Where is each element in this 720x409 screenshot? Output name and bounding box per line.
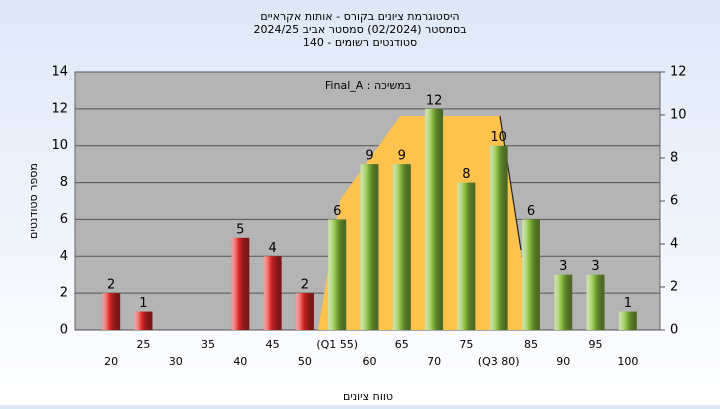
y-tick-label: 2 [60, 286, 68, 301]
x-tick-label: (Q1 55) [316, 338, 358, 351]
data-label: 5 [236, 222, 244, 237]
y-axis-label: מספר סטודנטים [27, 163, 40, 239]
quartile-edge [499, 115, 522, 251]
x-tick-label: 20 [104, 355, 118, 368]
x-tick-label: 60 [363, 355, 377, 368]
y2-tick-label: 6 [670, 194, 678, 209]
data-label: 9 [398, 149, 406, 164]
y-tick-label: 0 [60, 323, 68, 338]
data-label: 12 [426, 93, 443, 108]
bar-shade [231, 237, 250, 330]
y2-tick-label: 2 [670, 280, 678, 295]
y2-tick-label: 10 [670, 108, 687, 123]
data-label: 6 [527, 204, 535, 219]
x-tick-label: 85 [524, 338, 538, 351]
bar-shade [425, 108, 444, 330]
x-tick-label: 65 [395, 338, 409, 351]
y-tick-label: 12 [51, 101, 68, 116]
bar-shade [360, 164, 379, 330]
title-line: בסמסטר (02/2024) סמסטר אביב 2024/25 [253, 23, 466, 36]
bar-shade [489, 145, 508, 330]
y2-tick-label: 12 [670, 65, 687, 80]
data-label: 1 [139, 296, 147, 311]
y-tick-label: 14 [51, 65, 68, 80]
y-tick-label: 10 [51, 138, 68, 153]
y2-tick-label: 8 [670, 151, 678, 166]
x-tick-label: 40 [233, 355, 247, 368]
data-label: 10 [490, 130, 507, 145]
annotation: Final_A : במשיכה [325, 79, 411, 92]
x-tick-label: 30 [169, 355, 183, 368]
data-label: 2 [301, 278, 309, 293]
bar-shade [521, 219, 540, 330]
y-tick-label: 6 [60, 212, 68, 227]
y2-tick-label: 4 [670, 237, 678, 252]
y-tick-label: 4 [60, 249, 68, 264]
data-label: 4 [268, 241, 276, 256]
x-tick-label: 50 [298, 355, 312, 368]
data-label: 6 [333, 204, 341, 219]
bar-shade [457, 182, 476, 330]
bar-shade [328, 219, 347, 330]
bar-shade [134, 311, 153, 330]
title-line: סטודנטים רשומים - 140 [303, 36, 417, 49]
y2-tick-label: 0 [670, 323, 678, 338]
data-label: 2 [107, 278, 115, 293]
bar-shade [586, 274, 605, 330]
data-label: 3 [591, 259, 599, 274]
bar-shade [554, 274, 573, 330]
x-axis-label: טווח ציונים [343, 390, 393, 403]
x-tick-label: (Q3 80) [478, 355, 520, 368]
x-tick-label: 45 [266, 338, 280, 351]
data-label: 1 [624, 296, 632, 311]
x-tick-label: 75 [459, 338, 473, 351]
y-tick-label: 8 [60, 175, 68, 190]
data-label: 8 [462, 167, 470, 182]
data-label: 9 [365, 149, 373, 164]
bar-shade [392, 164, 411, 330]
x-tick-label: 100 [617, 355, 638, 368]
x-tick-label: 95 [589, 338, 603, 351]
x-tick-label: 25 [136, 338, 150, 351]
title-line: היסטוגרמת ציונים בקורס - אותות אקראיים [260, 10, 459, 23]
x-tick-label: 70 [427, 355, 441, 368]
x-tick-label: 35 [201, 338, 215, 351]
bar-shade [263, 256, 282, 330]
x-tick-label: 90 [556, 355, 570, 368]
bar-shade [618, 311, 637, 330]
data-label: 3 [559, 259, 567, 274]
bar-shade [295, 293, 314, 330]
bar-shade [102, 293, 121, 330]
